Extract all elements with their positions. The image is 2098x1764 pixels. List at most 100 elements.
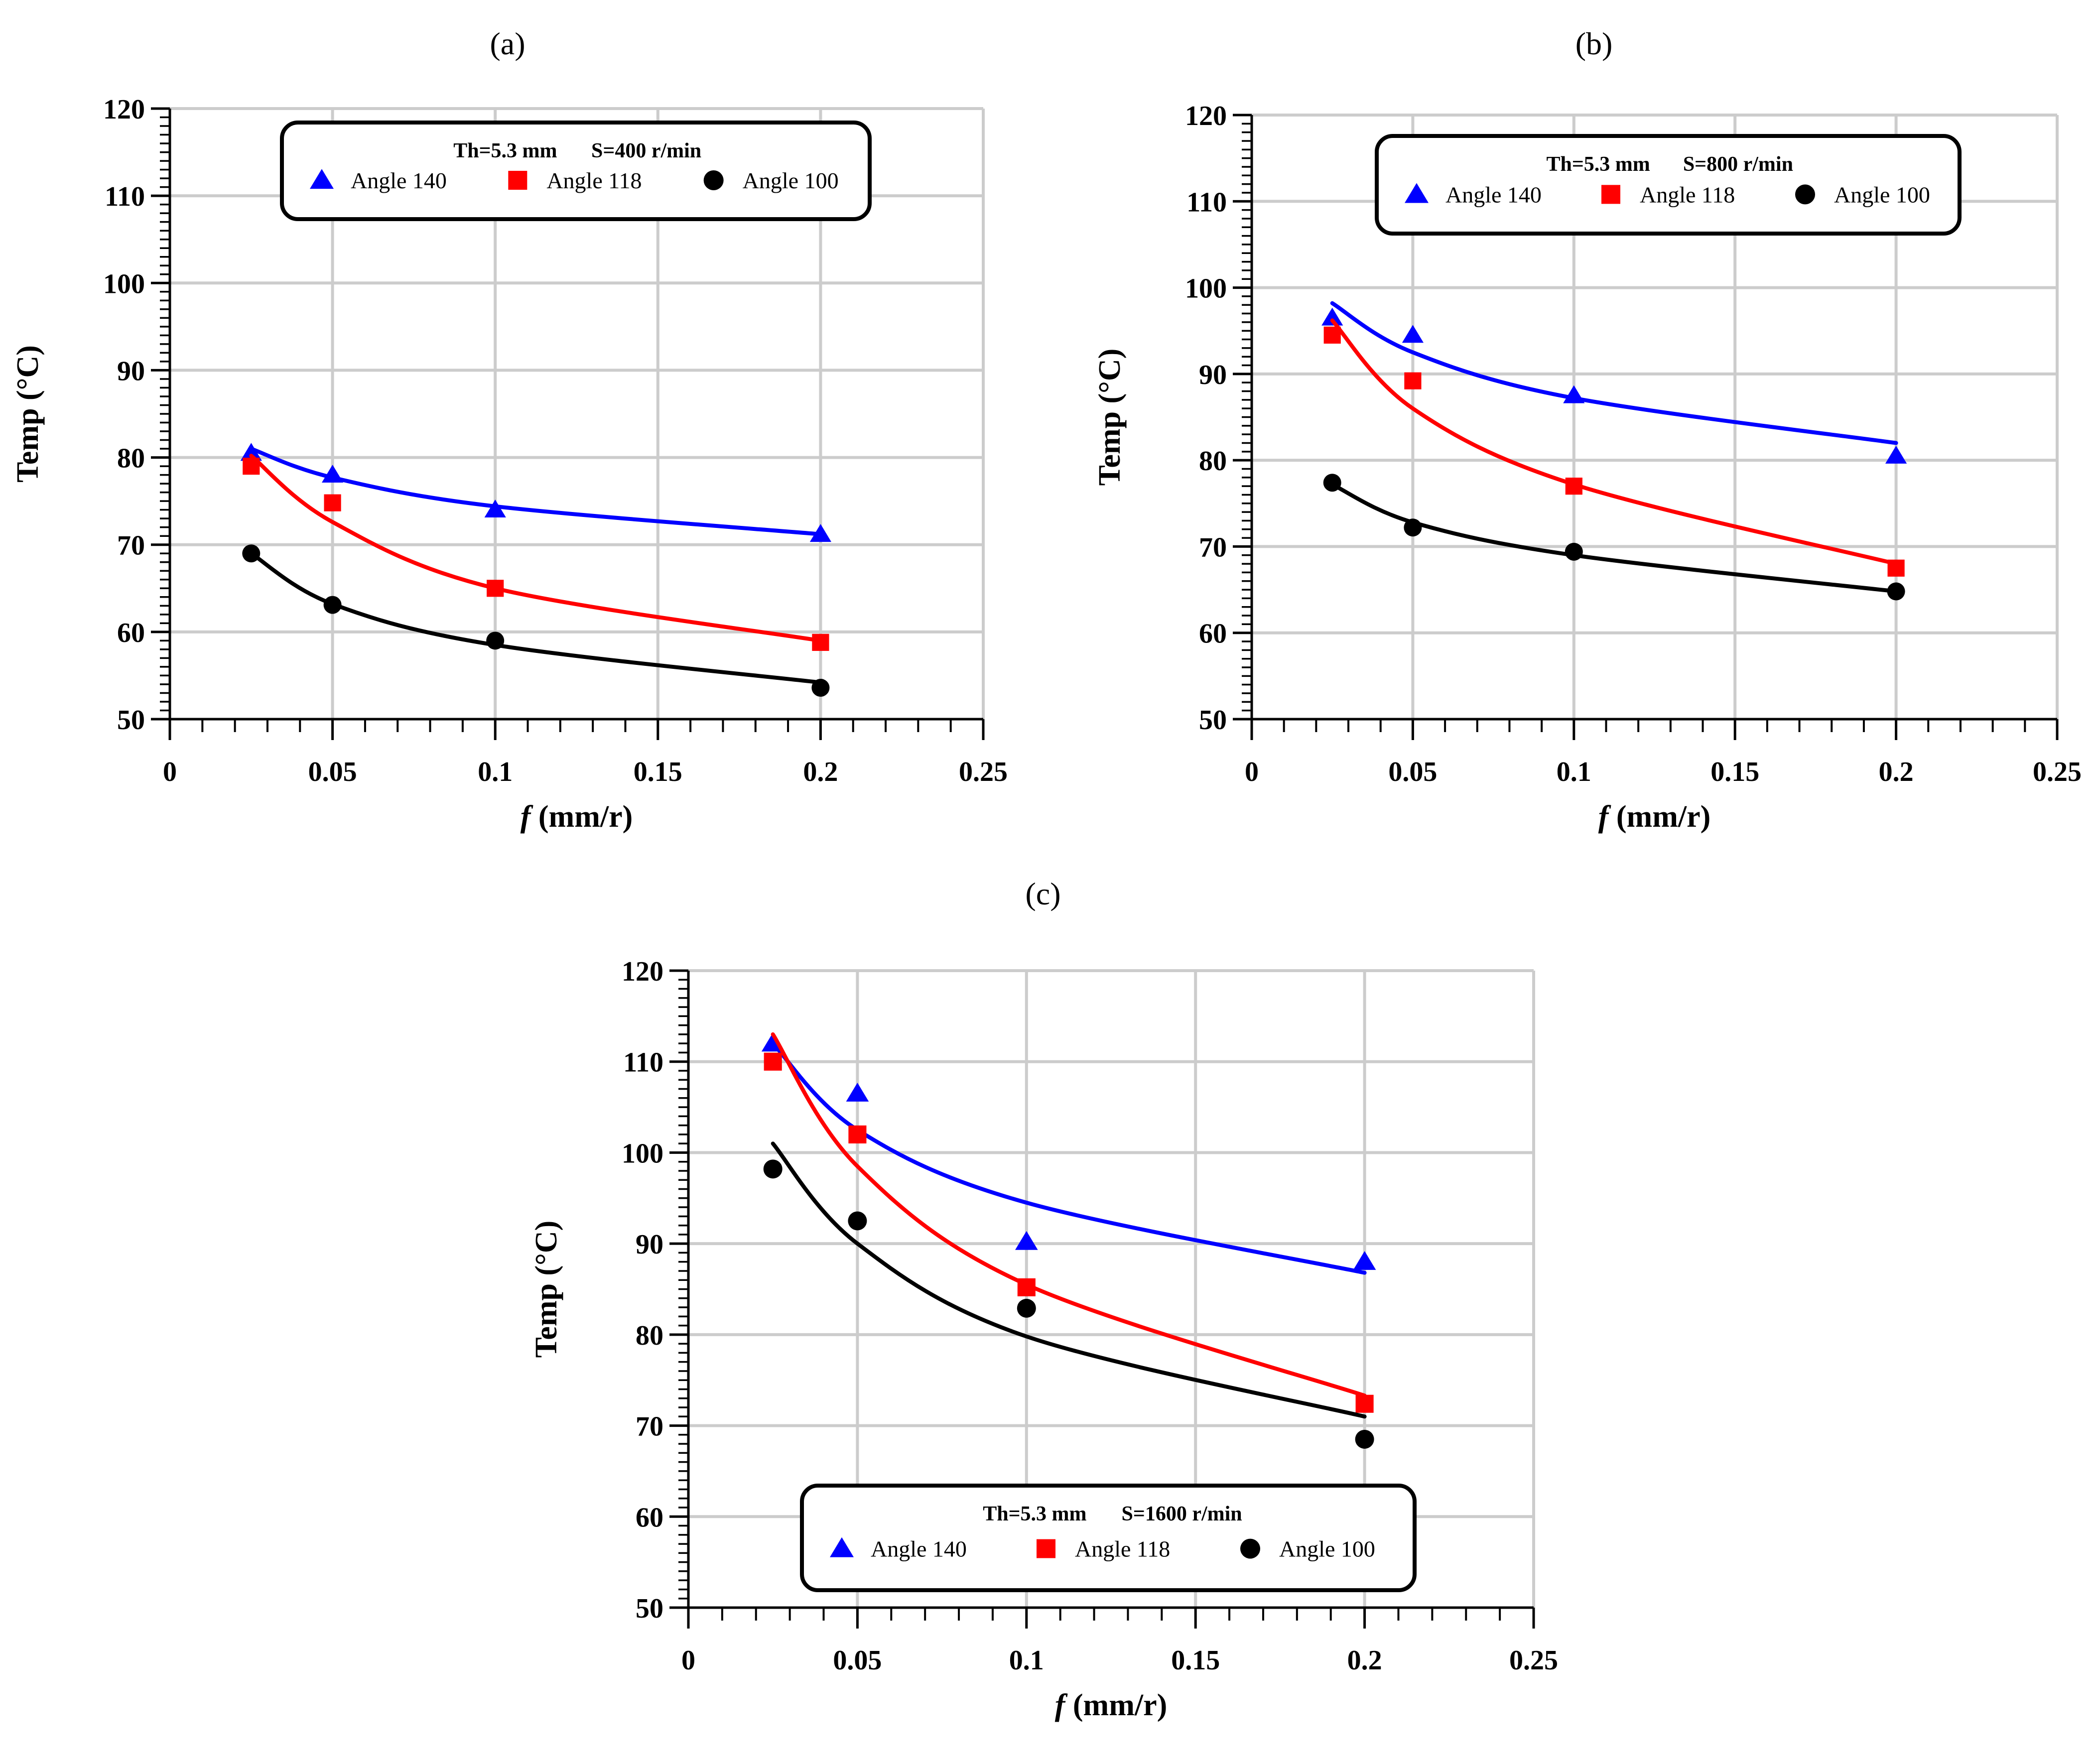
- data-point-angle-140: [1321, 307, 1343, 326]
- legend-entry-label: Angle 100: [743, 168, 839, 193]
- y-tick-label: 50: [117, 705, 145, 736]
- legend-marker-angle-140: [830, 1537, 854, 1557]
- fit-curve-angle-118: [1330, 318, 1898, 566]
- legend-marker-angle-118: [1037, 1539, 1055, 1558]
- fit-curve-angle-118: [771, 1032, 1367, 1398]
- data-point-angle-140: [1402, 325, 1424, 343]
- x-axis-unit: (mm/r): [1065, 1688, 1167, 1722]
- legend-marker-angle-100: [703, 170, 724, 191]
- y-tick-label: 90: [636, 1229, 663, 1260]
- fit-curve-angle-118: [249, 454, 823, 643]
- data-point-angle-100: [1017, 1298, 1036, 1318]
- data-point-angle-140: [1015, 1231, 1038, 1250]
- fit-curve-angle-100: [249, 551, 823, 685]
- data-point-angle-118: [848, 1125, 867, 1143]
- y-axis-label: Temp (°C): [11, 345, 45, 483]
- x-tick-label: 0.05: [308, 756, 357, 787]
- data-point-angle-118: [1355, 1394, 1374, 1413]
- legend-entry-label: Angle 118: [1640, 182, 1735, 207]
- data-point-angle-140: [846, 1083, 869, 1102]
- data-point-angle-100: [848, 1211, 867, 1231]
- fit-curve-angle-140: [771, 1041, 1367, 1275]
- legend-entry-label: Angle 118: [1075, 1536, 1170, 1562]
- y-tick-label: 80: [1199, 446, 1227, 477]
- y-tick-label: 90: [1199, 360, 1227, 390]
- x-axis-label: f (mm/r): [1598, 800, 1711, 834]
- data-point-angle-118: [812, 633, 829, 651]
- y-tick-label: 100: [622, 1138, 663, 1169]
- y-tick-label: 80: [117, 443, 145, 474]
- legend-box: [800, 1484, 1417, 1592]
- legend-entry-label: Angle 140: [871, 1536, 967, 1562]
- x-tick-label: 0.25: [1509, 1645, 1558, 1676]
- y-tick-label: 60: [1199, 619, 1227, 649]
- data-point-angle-118: [324, 494, 341, 511]
- x-tick-label: 0.05: [833, 1645, 882, 1676]
- chart-panel-a: (a) 50 60 70 80 90 100 110 120 0 0.05 0.1 0.15 0.2 0.2…: [11, 26, 1008, 834]
- legend-thickness: Th=5.3 mm: [453, 139, 557, 162]
- legend-marker-angle-100: [1795, 184, 1815, 205]
- legend-entry-label: Angle 140: [351, 168, 447, 193]
- x-tick-label: 0.15: [1710, 756, 1759, 787]
- legend-box: [280, 121, 872, 221]
- x-tick-label: 0.15: [1171, 1645, 1220, 1676]
- y-tick-label: 60: [636, 1502, 663, 1533]
- data-point-angle-140: [240, 443, 262, 461]
- x-tick-label: 0.2: [1879, 756, 1914, 787]
- fit-curve-angle-140: [1330, 301, 1898, 445]
- x-axis-label: f (mm/r): [1055, 1688, 1168, 1722]
- legend-entry-label: Angle 100: [1834, 182, 1930, 207]
- legend-marker-angle-140: [310, 169, 334, 189]
- y-tick-label: 110: [623, 1047, 663, 1078]
- panel-label: (a): [490, 26, 525, 61]
- y-tick-label: 110: [1186, 187, 1227, 218]
- data-point-angle-140: [1885, 445, 1907, 464]
- data-point-angle-100: [323, 596, 342, 614]
- data-point-angle-118: [487, 580, 504, 597]
- data-point-angle-100: [1323, 474, 1341, 492]
- data-point-angle-100: [1404, 518, 1422, 537]
- x-axis-unit: (mm/r): [1608, 800, 1710, 834]
- data-point-angle-118: [1565, 478, 1582, 495]
- y-tick-label: 70: [636, 1411, 663, 1442]
- data-point-angle-140: [322, 465, 344, 483]
- legend-marker-angle-118: [508, 171, 527, 190]
- panel-label: (c): [1025, 876, 1060, 911]
- x-tick-label: 0: [163, 756, 177, 787]
- data-point-angle-140: [809, 524, 831, 542]
- y-tick-label: 50: [1199, 705, 1227, 736]
- data-point-angle-100: [811, 678, 830, 697]
- legend-thickness: Th=5.3 mm: [983, 1503, 1086, 1525]
- x-tick-label: 0.25: [959, 756, 1008, 787]
- legend-thickness: Th=5.3 mm: [1546, 153, 1650, 176]
- x-axis-unit: (mm/r): [530, 800, 633, 834]
- y-axis-label: Temp (°C): [529, 1221, 563, 1358]
- y-tick-label: 70: [117, 530, 145, 561]
- x-tick-label: 0: [1245, 756, 1259, 787]
- x-tick-label: 0.15: [634, 756, 682, 787]
- fit-curve-angle-100: [1330, 482, 1898, 594]
- x-tick-label: 0.1: [478, 756, 513, 787]
- panel-label: (b): [1575, 26, 1613, 61]
- legend-entry-label: Angle 118: [546, 168, 642, 193]
- y-tick-label: 120: [1185, 101, 1227, 131]
- chart-panel-c: (c) 50 60 70 80 90 100 110 120 0 0.05 0.1 0.15 0.2 0.2…: [529, 876, 1558, 1722]
- fit-curve-angle-100: [771, 1141, 1367, 1419]
- data-point-angle-118: [1404, 372, 1422, 389]
- y-tick-label: 110: [105, 181, 145, 212]
- x-tick-label: 0.1: [1557, 756, 1591, 787]
- y-tick-label: 90: [117, 356, 145, 386]
- data-point-angle-100: [242, 544, 261, 563]
- fit-curve-angle-140: [249, 447, 823, 536]
- legend-speed: S=400 r/min: [591, 139, 701, 162]
- data-point-angle-118: [764, 1052, 782, 1071]
- y-tick-label: 100: [103, 268, 145, 299]
- data-point-angle-118: [243, 457, 260, 475]
- data-point-angle-118: [1323, 326, 1341, 344]
- data-point-angle-118: [1017, 1278, 1036, 1296]
- x-tick-label: 0.2: [803, 756, 838, 787]
- legend-entry-label: Angle 100: [1279, 1536, 1375, 1562]
- x-tick-label: 0.2: [1347, 1645, 1382, 1676]
- legend: Th=5.3 mm S=400 r/min Angle 140 Angle 118 An…: [280, 121, 872, 221]
- y-tick-label: 120: [103, 94, 145, 125]
